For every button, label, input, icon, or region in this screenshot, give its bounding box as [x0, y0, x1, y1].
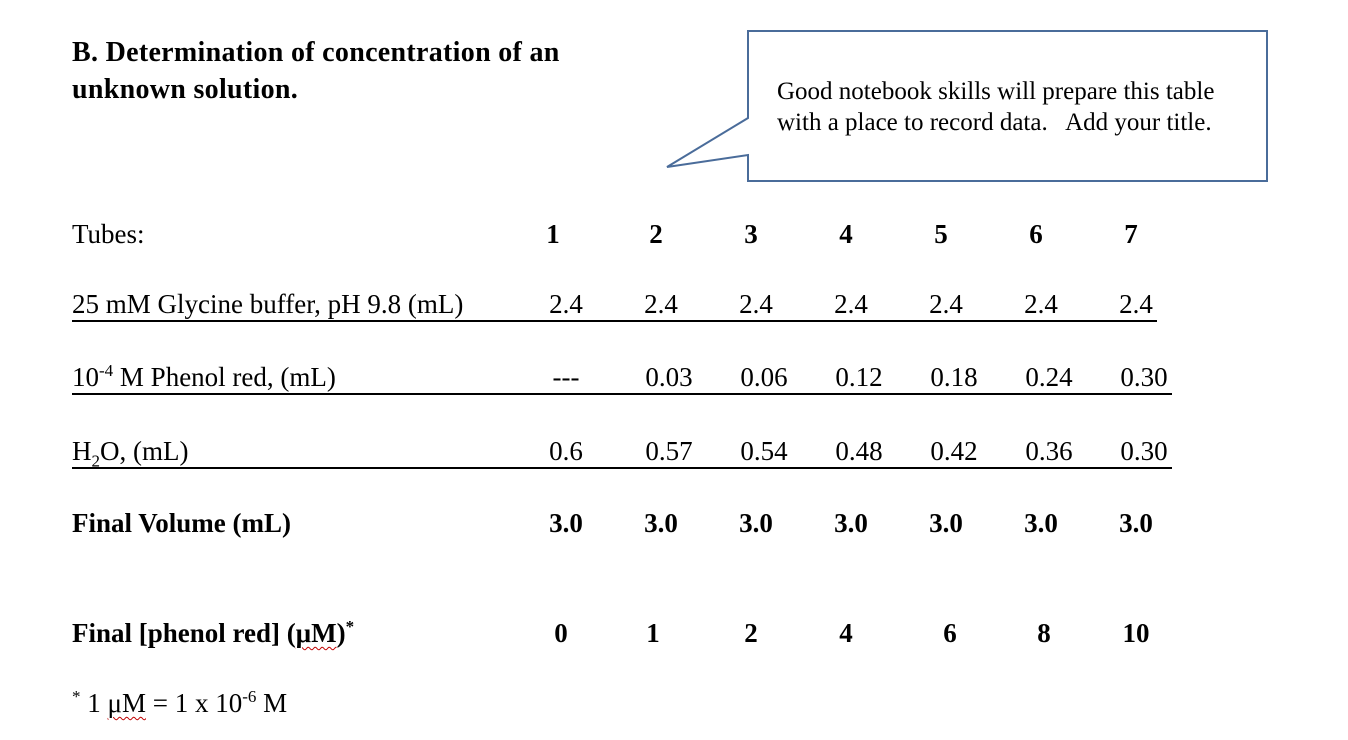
phenol-value: 0.12 — [835, 362, 883, 392]
final-phenol-label-post: ) — [336, 618, 346, 648]
callout-line1: Good notebook skills will prepare this t… — [777, 78, 1215, 105]
glycine-value: 2.4 — [834, 289, 868, 319]
phenol-value: 0.18 — [930, 362, 978, 392]
glycine-value: 2.4 — [644, 289, 678, 319]
phenol-label-rest: M Phenol red, (mL) — [113, 362, 336, 392]
final-phenol-value: 1 — [646, 618, 660, 648]
glycine-value: 2.4 — [549, 289, 583, 319]
tube-5: 5 — [934, 219, 948, 249]
glycine-rule — [72, 320, 1157, 322]
final-phenol-value: 6 — [943, 618, 957, 648]
final-phenol-label: Final [phenol red] (μM)* — [72, 618, 354, 649]
final-volume-value: 3.0 — [644, 508, 678, 538]
water-label-sub: 2 — [91, 451, 101, 471]
footnote-post: M — [256, 688, 288, 718]
final-volume-row: Final Volume (mL) 3.0 3.0 3.0 3.0 3.0 3.… — [0, 508, 1348, 548]
tube-1: 1 — [546, 219, 560, 249]
water-label-h: H — [72, 436, 92, 466]
final-phenol-value: 8 — [1037, 618, 1051, 648]
footnote-unit: μM — [107, 688, 146, 718]
final-volume-value: 3.0 — [929, 508, 963, 538]
phenol-value: 0.06 — [740, 362, 788, 392]
phenol-label-base: 10 — [72, 362, 99, 392]
phenol-label: 10-4 M Phenol red, (mL) — [72, 362, 336, 393]
water-value: 0.54 — [740, 436, 788, 466]
water-label-rest: O, (mL) — [100, 436, 189, 466]
phenol-value: 0.30 — [1120, 362, 1168, 392]
section-heading: B. Determination of concentration of an … — [72, 34, 560, 108]
tube-2: 2 — [649, 219, 663, 249]
final-phenol-value: 2 — [744, 618, 758, 648]
phenol-rule — [72, 393, 1172, 395]
section-heading-line2: unknown solution. — [72, 74, 299, 105]
phenol-row: 10-4 M Phenol red, (mL) --- 0.03 0.06 0.… — [0, 362, 1348, 402]
final-phenol-label-pre: Final [phenol red] ( — [72, 618, 296, 648]
final-phenol-value: 0 — [554, 618, 568, 648]
final-phenol-value: 4 — [839, 618, 853, 648]
glycine-row: 25 mM Glycine buffer, pH 9.8 (mL) 2.4 2.… — [0, 289, 1348, 329]
tube-3: 3 — [744, 219, 758, 249]
water-value: 0.30 — [1120, 436, 1168, 466]
final-volume-value: 3.0 — [549, 508, 583, 538]
tubes-row: Tubes: 1 2 3 4 5 6 7 — [0, 219, 1348, 259]
glycine-value: 2.4 — [929, 289, 963, 319]
water-value: 0.36 — [1025, 436, 1073, 466]
water-label: H2O, (mL) — [72, 436, 189, 471]
water-value: 0.57 — [645, 436, 693, 466]
final-volume-value: 3.0 — [1119, 508, 1153, 538]
footnote: * 1 μM = 1 x 10-6 M — [72, 688, 287, 719]
water-row: H2O, (mL) 0.6 0.57 0.54 0.48 0.42 0.36 0… — [0, 436, 1348, 476]
tubes-label: Tubes: — [72, 219, 145, 249]
glycine-value: 2.4 — [739, 289, 773, 319]
glycine-label: 25 mM Glycine buffer, pH 9.8 (mL) — [72, 289, 464, 319]
final-volume-value: 3.0 — [834, 508, 868, 538]
footnote-exp: -6 — [242, 687, 257, 706]
final-volume-value: 3.0 — [739, 508, 773, 538]
phenol-value: 0.24 — [1025, 362, 1073, 392]
final-phenol-label-star: * — [345, 617, 355, 636]
final-phenol-label-unit: μM — [295, 618, 337, 648]
glycine-value: 2.4 — [1119, 289, 1153, 319]
footnote-mid: = 1 x 10 — [145, 688, 243, 718]
callout-text: Good notebook skills will prepare this t… — [777, 76, 1257, 138]
tube-6: 6 — [1029, 219, 1043, 249]
section-heading-line1: B. Determination of concentration of an — [72, 37, 560, 68]
final-volume-label: Final Volume (mL) — [72, 508, 292, 538]
water-value: 0.6 — [549, 436, 583, 466]
glycine-value: 2.4 — [1024, 289, 1058, 319]
phenol-label-exp: -4 — [99, 361, 114, 380]
water-rule — [72, 467, 1172, 469]
phenol-value: 0.03 — [645, 362, 693, 392]
tube-4: 4 — [839, 219, 853, 249]
water-value: 0.48 — [835, 436, 883, 466]
phenol-value: --- — [552, 362, 580, 392]
final-phenol-value: 10 — [1122, 618, 1150, 648]
final-volume-value: 3.0 — [1024, 508, 1058, 538]
tube-7: 7 — [1124, 219, 1138, 249]
footnote-star: * — [72, 687, 81, 706]
water-value: 0.42 — [930, 436, 978, 466]
footnote-pre: 1 — [80, 688, 108, 718]
final-phenol-row: Final [phenol red] (μM)* 0 1 2 4 6 8 10 — [0, 618, 1348, 658]
callout-line2: with a place to record data. Add your ti… — [777, 109, 1212, 136]
